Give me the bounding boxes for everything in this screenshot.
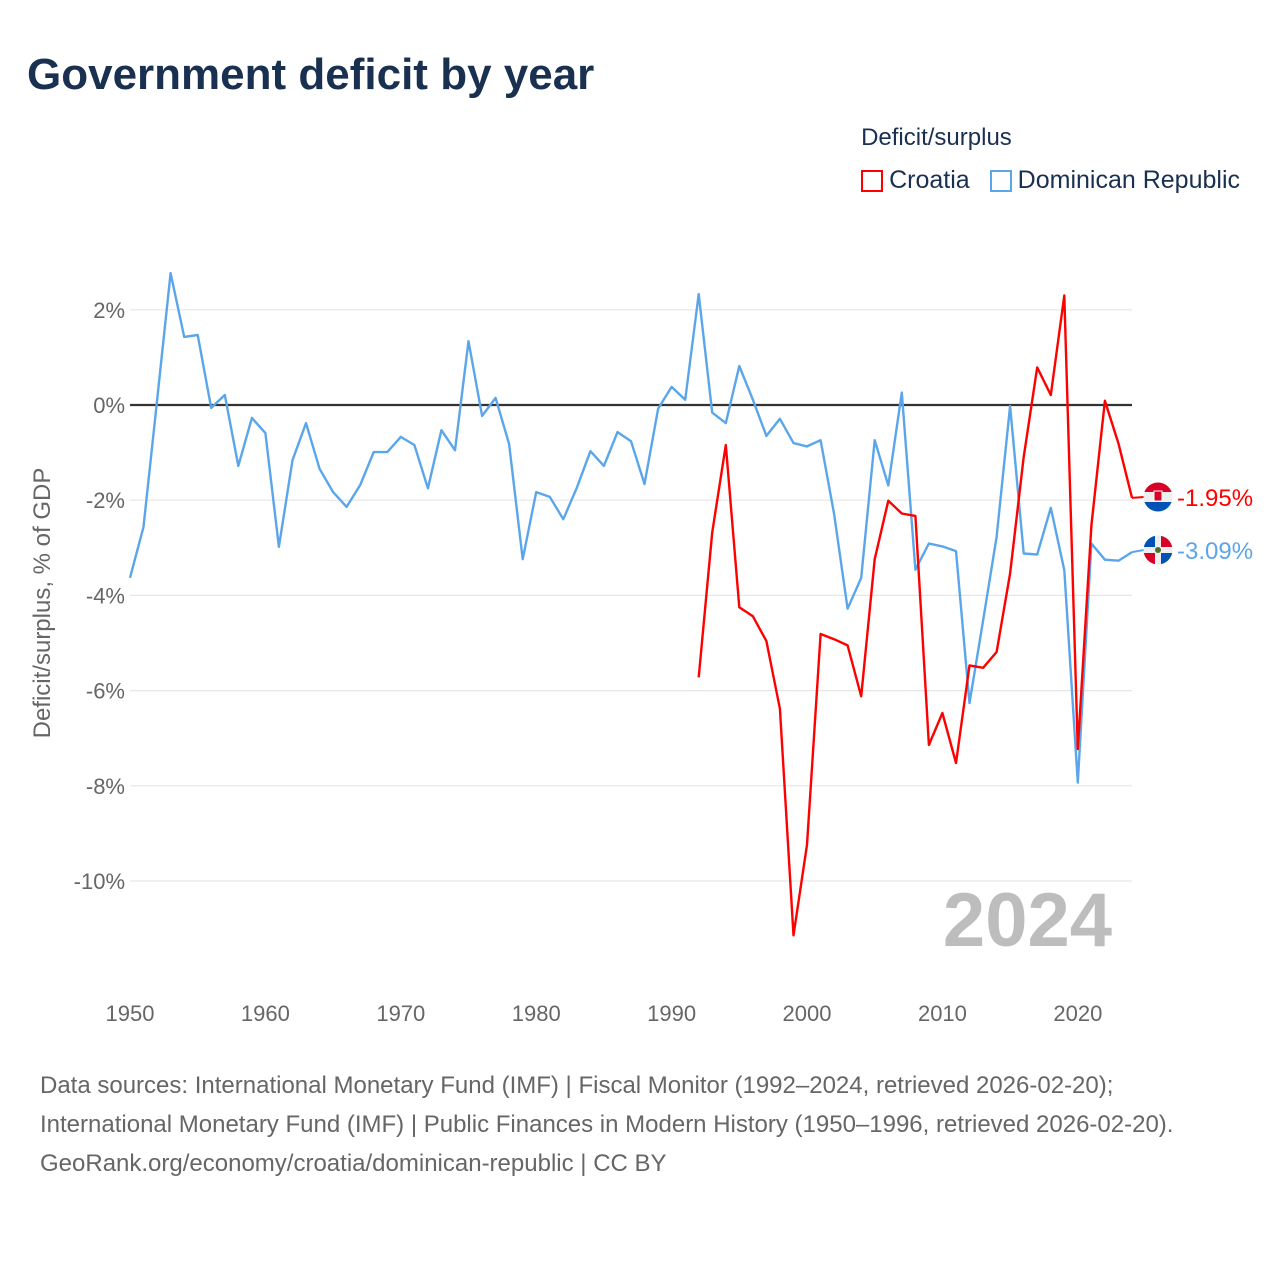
y-tick-label: -8% <box>86 774 125 799</box>
series-line-croatia[interactable] <box>697 294 1134 937</box>
legend: Deficit/surplus Croatia Dominican Republ… <box>861 124 1240 195</box>
legend-item-croatia[interactable]: Croatia <box>861 166 970 195</box>
end-connector <box>1131 549 1145 554</box>
y-axis-label: Deficit/surplus, % of GDP <box>29 468 56 739</box>
end-value-label: -3.09% <box>1177 538 1253 565</box>
y-tick-label: -4% <box>86 583 125 608</box>
x-tick-label: 2000 <box>783 1001 832 1026</box>
end-value-label: -1.95% <box>1177 485 1253 512</box>
source-link[interactable]: GeoRank.org/economy/croatia/dominican-re… <box>40 1150 574 1177</box>
year-watermark: 2024 <box>943 878 1112 963</box>
x-tick-label: 1950 <box>106 1001 155 1026</box>
x-tick-label: 2010 <box>918 1001 967 1026</box>
croatia-flag-icon <box>1143 482 1173 512</box>
x-tick-label: 2020 <box>1053 1001 1102 1026</box>
chart-title: Government deficit by year <box>27 50 595 99</box>
x-tick-label: 1980 <box>512 1001 561 1026</box>
line-chart: 2% 0% -2% -4% -6% -8% -10% 1950 1960 1970 1980 199… <box>29 271 1253 1026</box>
x-tick-label: 1990 <box>647 1001 696 1026</box>
y-tick-labels: 2% 0% -2% -4% -6% -8% -10% <box>74 298 125 894</box>
legend-swatch-dominican-republic <box>989 169 1012 192</box>
legend-title: Deficit/surplus <box>861 124 1012 151</box>
series-line-dominican-republic[interactable] <box>128 271 1133 784</box>
dominican-republic-flag-icon <box>1143 535 1173 565</box>
data-sources: Data sources: International Monetary Fun… <box>40 1072 1174 1138</box>
x-tick-label: 1970 <box>376 1001 425 1026</box>
y-tick-label: 2% <box>93 298 125 323</box>
legend-label: Dominican Republic <box>1017 166 1240 194</box>
license: CC BY <box>593 1150 667 1177</box>
series-lines <box>128 271 1134 937</box>
footer: Data sources: International Monetary Fun… <box>40 1066 1240 1183</box>
legend-swatch-croatia <box>861 169 884 192</box>
x-tick-labels: 1950 1960 1970 1980 1990 2000 2010 2020 <box>106 1001 1103 1026</box>
y-tick-label: -10% <box>74 869 125 894</box>
y-tick-label: -6% <box>86 679 125 704</box>
legend-item-dominican-republic[interactable]: Dominican Republic <box>989 166 1240 195</box>
legend-label: Croatia <box>889 166 970 194</box>
end-labels: -1.95% -3.09% <box>1131 482 1253 565</box>
gridlines <box>130 309 1132 882</box>
end-connector <box>1131 496 1145 499</box>
x-tick-label: 1960 <box>241 1001 290 1026</box>
y-tick-label: 0% <box>93 393 125 418</box>
y-tick-label: -2% <box>86 488 125 513</box>
